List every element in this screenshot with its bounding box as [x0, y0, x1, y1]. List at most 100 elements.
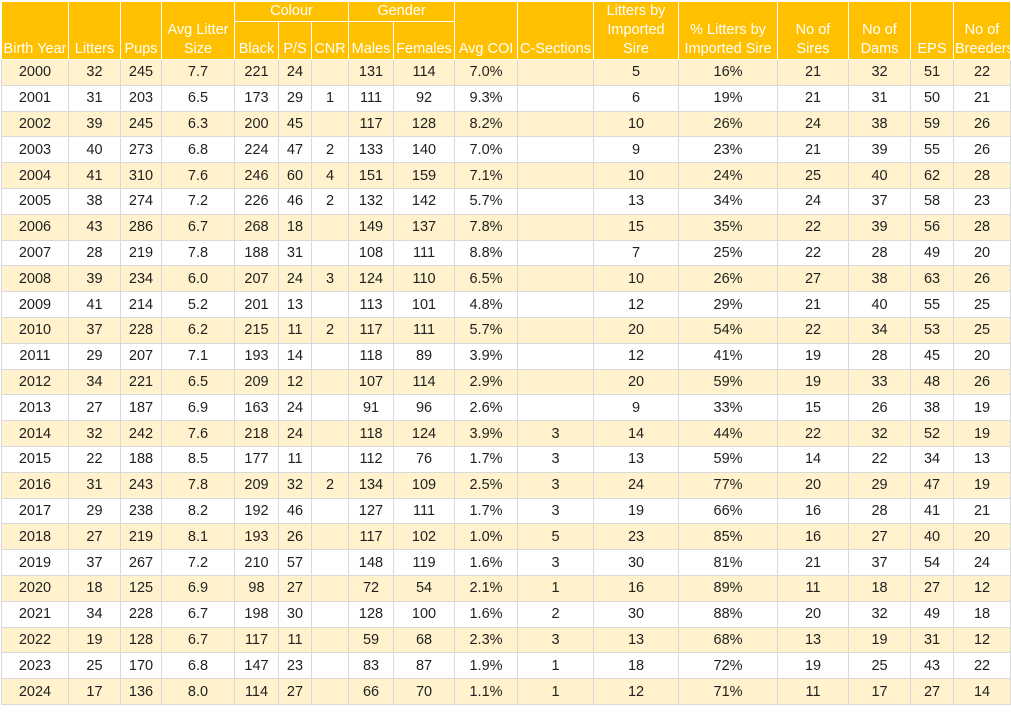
cell-eps: 56	[910, 213, 955, 241]
cell-pups: 207	[120, 342, 162, 370]
cell-c-sections: 3	[517, 471, 595, 499]
cell-no-of-dams: 39	[848, 213, 912, 241]
cell-eps: 48	[910, 368, 955, 396]
cell-c-sections	[517, 342, 595, 370]
cell-no-of-dams: 18	[848, 574, 912, 602]
cell-eps: 55	[910, 291, 955, 318]
cell-eps: 27	[910, 678, 955, 705]
cell-females: 159	[393, 162, 456, 189]
cell-black: 224	[234, 136, 279, 164]
cell-no-of-sires: 20	[777, 471, 850, 499]
cell-avg-coi: 3.9%	[454, 420, 519, 447]
cell-avg-coi: 8.8%	[454, 239, 519, 267]
cell-avg-coi: 4.8%	[454, 291, 519, 318]
litter-statistics-table: Birth Year Litters Pups Avg Litter Size …	[1, 1, 1011, 705]
header-black: Black	[234, 21, 279, 60]
cell-females: 124	[393, 420, 456, 447]
cell-no-of-breeders: 26	[953, 110, 1011, 138]
cell-litters-by-imported-sire: 30	[593, 600, 680, 628]
cell-avg-litter-size: 6.5	[161, 368, 235, 396]
cell-black: 177	[234, 445, 279, 473]
cell-no-of-sires: 21	[777, 291, 850, 318]
cell-c-sections	[517, 84, 595, 112]
header-pct-litters-by-imported-sire: % Litters by Imported Sire	[678, 1, 779, 60]
cell-females: 100	[393, 600, 456, 628]
cell-females: 110	[393, 265, 456, 293]
cell-avg-litter-size: 8.5	[161, 445, 235, 473]
cell-avg-coi: 1.1%	[454, 678, 519, 705]
cell-litters: 19	[68, 626, 121, 654]
cell-avg-litter-size: 7.8	[161, 239, 235, 267]
cell-avg-litter-size: 7.1	[161, 342, 235, 370]
cell-no-of-sires: 21	[777, 549, 850, 576]
cell-cnr	[310, 368, 350, 396]
cell-eps: 51	[910, 59, 955, 86]
cell-birth-year: 2000	[1, 59, 69, 86]
cell-litters-by-imported-sire: 13	[593, 445, 680, 473]
table-row: 2023 25 170 6.8 147 23 83 87 1.9% 1 18 72% 19 25 43 22	[1, 652, 1011, 680]
table-row: 2009 41 214 5.2 201 13 113 101 4.8% 12 29% 21 40 55 25	[1, 291, 1011, 318]
cell-pct-litters-by-imported-sire: 29%	[678, 291, 779, 318]
cell-females: 114	[393, 59, 456, 86]
cell-litters-by-imported-sire: 9	[593, 136, 680, 164]
cell-litters: 18	[68, 574, 121, 602]
cell-females: 68	[393, 626, 456, 654]
cell-eps: 62	[910, 162, 955, 189]
cell-birth-year: 2003	[1, 136, 69, 164]
cell-litters: 43	[68, 213, 121, 241]
cell-birth-year: 2014	[1, 420, 69, 447]
cell-pct-litters-by-imported-sire: 41%	[678, 342, 779, 370]
cell-pups: 234	[120, 265, 162, 293]
table-row: 2004 41 310 7.6 246 60 4 151 159 7.1% 10 24% 25 40 62 2…	[1, 162, 1011, 189]
cell-birth-year: 2024	[1, 678, 69, 705]
cell-males: 131	[348, 59, 395, 86]
header-gender-group: Gender	[348, 1, 456, 22]
cell-pups: 273	[120, 136, 162, 164]
cell-pct-litters-by-imported-sire: 33%	[678, 394, 779, 422]
cell-black: 209	[234, 368, 279, 396]
cell-avg-litter-size: 5.2	[161, 291, 235, 318]
cell-litters: 31	[68, 471, 121, 499]
cell-litters-by-imported-sire: 9	[593, 394, 680, 422]
cell-no-of-dams: 39	[848, 136, 912, 164]
cell-litters: 41	[68, 291, 121, 318]
cell-no-of-dams: 37	[848, 549, 912, 576]
cell-females: 137	[393, 213, 456, 241]
cell-no-of-dams: 40	[848, 162, 912, 189]
cell-females: 140	[393, 136, 456, 164]
cell-avg-coi: 8.2%	[454, 110, 519, 138]
cell-cnr: 1	[310, 84, 350, 112]
cell-litters: 31	[68, 84, 121, 112]
cell-males: 124	[348, 265, 395, 293]
cell-males: 83	[348, 652, 395, 680]
cell-avg-litter-size: 7.6	[161, 162, 235, 189]
cell-avg-litter-size: 6.3	[161, 110, 235, 138]
cell-litters-by-imported-sire: 30	[593, 549, 680, 576]
table-row: 2010 37 228 6.2 215 11 2 117 111 5.7% 20 54% 22 34 53 2…	[1, 316, 1011, 344]
cell-black: 200	[234, 110, 279, 138]
cell-males: 108	[348, 239, 395, 267]
cell-ps: 24	[278, 420, 312, 447]
cell-avg-litter-size: 7.8	[161, 471, 235, 499]
cell-birth-year: 2023	[1, 652, 69, 680]
cell-pups: 188	[120, 445, 162, 473]
cell-pups: 286	[120, 213, 162, 241]
cell-no-of-sires: 22	[777, 213, 850, 241]
cell-eps: 38	[910, 394, 955, 422]
cell-birth-year: 2011	[1, 342, 69, 370]
cell-avg-litter-size: 6.8	[161, 652, 235, 680]
cell-cnr	[310, 394, 350, 422]
cell-no-of-dams: 40	[848, 291, 912, 318]
cell-litters: 34	[68, 600, 121, 628]
cell-pct-litters-by-imported-sire: 89%	[678, 574, 779, 602]
cell-ps: 46	[278, 187, 312, 215]
cell-ps: 24	[278, 59, 312, 86]
cell-eps: 55	[910, 136, 955, 164]
cell-birth-year: 2017	[1, 497, 69, 525]
cell-birth-year: 2007	[1, 239, 69, 267]
header-litters: Litters	[68, 1, 121, 60]
cell-c-sections: 1	[517, 652, 595, 680]
cell-black: 218	[234, 420, 279, 447]
cell-litters-by-imported-sire: 12	[593, 678, 680, 705]
cell-males: 127	[348, 497, 395, 525]
